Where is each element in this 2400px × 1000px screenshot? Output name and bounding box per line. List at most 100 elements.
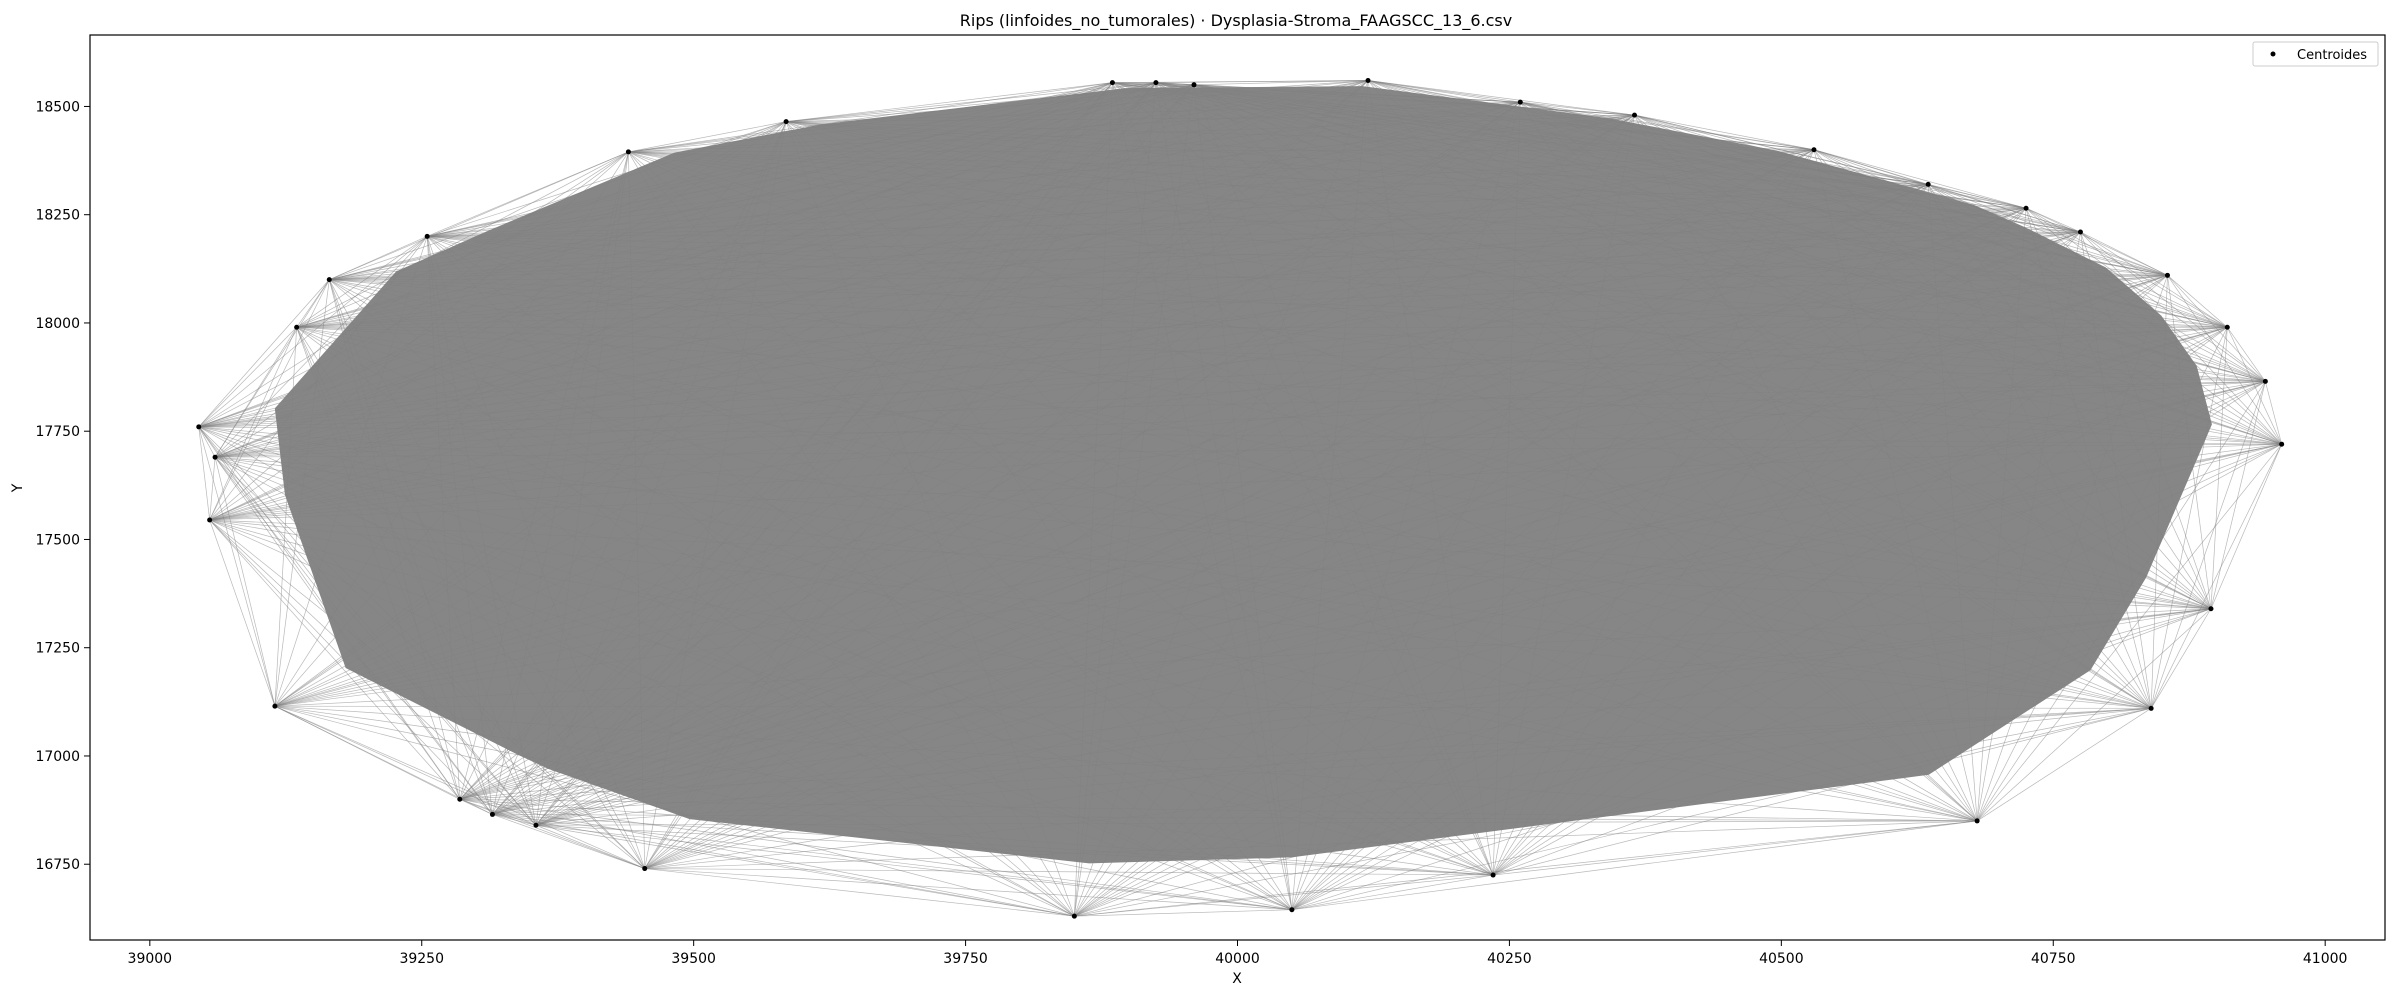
- centroid-point: [2279, 441, 2285, 447]
- rips-edge: [628, 82, 1113, 153]
- rips-edge: [2210, 444, 2282, 609]
- rips-edge: [427, 121, 787, 237]
- rips-edge: [2080, 231, 2228, 328]
- dense-edge-core: [274, 86, 2212, 864]
- centroid-point: [2077, 229, 2083, 235]
- x-tick-label: 41000: [2303, 951, 2348, 967]
- centroid-point: [196, 424, 202, 430]
- rips-edge: [209, 327, 297, 521]
- rips-edge: [459, 798, 1292, 911]
- centroid-point: [1191, 82, 1197, 88]
- centroid-point: [2224, 324, 2230, 330]
- centroid-point: [1517, 99, 1523, 105]
- centroid-point: [1974, 818, 1980, 824]
- centroid-point: [489, 811, 495, 817]
- centroid-point: [2148, 705, 2154, 711]
- rips-edge: [2025, 207, 2168, 276]
- rips-edge: [1291, 707, 2152, 911]
- rips-edge: [209, 279, 330, 521]
- centroid-point: [326, 277, 332, 283]
- legend-marker: [2270, 51, 2276, 57]
- y-tick-label: 18250: [35, 208, 80, 224]
- x-tick-label: 39750: [943, 951, 988, 967]
- rips-edge: [1813, 149, 2027, 209]
- rips-edge: [198, 426, 276, 707]
- rips-edge: [535, 824, 645, 869]
- x-axis-label: X: [1232, 971, 1242, 987]
- centroid-point: [1811, 147, 1817, 153]
- rips-edge: [1928, 184, 2081, 233]
- centroid-point: [1632, 112, 1638, 118]
- y-tick-label: 17250: [35, 641, 80, 657]
- centroid-point: [424, 233, 430, 239]
- dense-edge-region: [274, 86, 2212, 864]
- rips-edge: [1367, 80, 1815, 151]
- rips-edge: [1074, 874, 1494, 917]
- rips-edge: [492, 814, 645, 869]
- rips-edge: [198, 327, 297, 428]
- centroid-point: [212, 454, 218, 460]
- rips-edge: [628, 121, 787, 153]
- x-tick-label: 39250: [399, 951, 444, 967]
- rips-edge: [1634, 114, 1815, 151]
- y-tick-label: 17750: [35, 424, 80, 440]
- x-tick-label: 39000: [128, 951, 173, 967]
- rips-edge: [274, 705, 645, 869]
- rips-edge: [209, 519, 461, 800]
- legend-label: Centroides: [2297, 48, 2367, 63]
- centroid-point: [1153, 80, 1159, 86]
- centroid-point: [642, 866, 648, 872]
- rips-edge: [644, 868, 1292, 911]
- rips-edge: [2080, 231, 2168, 276]
- centroid-point: [2208, 606, 2214, 612]
- rips-edge: [1493, 707, 2152, 876]
- centroid-point: [457, 796, 463, 802]
- rips-edge: [2080, 231, 2266, 382]
- rips-edge: [198, 279, 330, 428]
- x-tick-label: 40250: [1487, 951, 1532, 967]
- rips-edge: [1634, 114, 2027, 209]
- y-tick-label: 16750: [35, 857, 80, 873]
- rips-edge: [786, 82, 1113, 122]
- rips-edge: [2150, 381, 2266, 709]
- rips-edge: [1976, 443, 2282, 822]
- rips-edge: [198, 426, 216, 458]
- rips-edge: [214, 457, 276, 707]
- y-tick-label: 17500: [35, 532, 80, 548]
- rips-edge: [1291, 820, 1978, 911]
- centroid-point: [1490, 872, 1496, 878]
- plot-area: [196, 77, 2285, 919]
- x-axis-ticks: 39000 39250 39500 39750 40000 40250 40500 40750…: [128, 940, 2348, 967]
- y-tick-label: 17000: [35, 749, 80, 765]
- rips-edge: [296, 236, 428, 328]
- rips-edge: [786, 82, 1156, 122]
- rips-edge: [2265, 381, 2283, 445]
- rips-edge: [1367, 80, 1635, 116]
- centroid-point: [783, 119, 789, 125]
- rips-edge: [2226, 327, 2282, 445]
- centroid-point: [2164, 272, 2170, 278]
- rips-edge: [1493, 820, 1978, 876]
- rips-edge: [459, 798, 493, 815]
- x-tick-label: 40000: [1215, 951, 1260, 967]
- rips-edge: [1976, 608, 2212, 822]
- centroid-point: [625, 149, 631, 155]
- rips-edge: [535, 824, 1075, 917]
- y-tick-label: 18000: [35, 316, 80, 332]
- rips-edge: [214, 236, 428, 458]
- x-tick-label: 39500: [671, 951, 716, 967]
- centroid-point: [207, 517, 213, 523]
- y-tick-label: 18500: [35, 99, 80, 115]
- rips-edge: [2210, 381, 2266, 609]
- centroid-point: [1109, 80, 1115, 86]
- rips-edge: [492, 814, 1292, 911]
- centroid-point: [1071, 913, 1077, 919]
- rips-edge: [2150, 444, 2282, 709]
- rips-edge: [1074, 820, 1978, 917]
- rips-edge: [2150, 327, 2228, 709]
- legend: Centroides: [2252, 41, 2379, 67]
- rips-edge: [1074, 909, 1292, 917]
- rips-edge: [274, 705, 493, 815]
- rips-edge: [644, 868, 1075, 917]
